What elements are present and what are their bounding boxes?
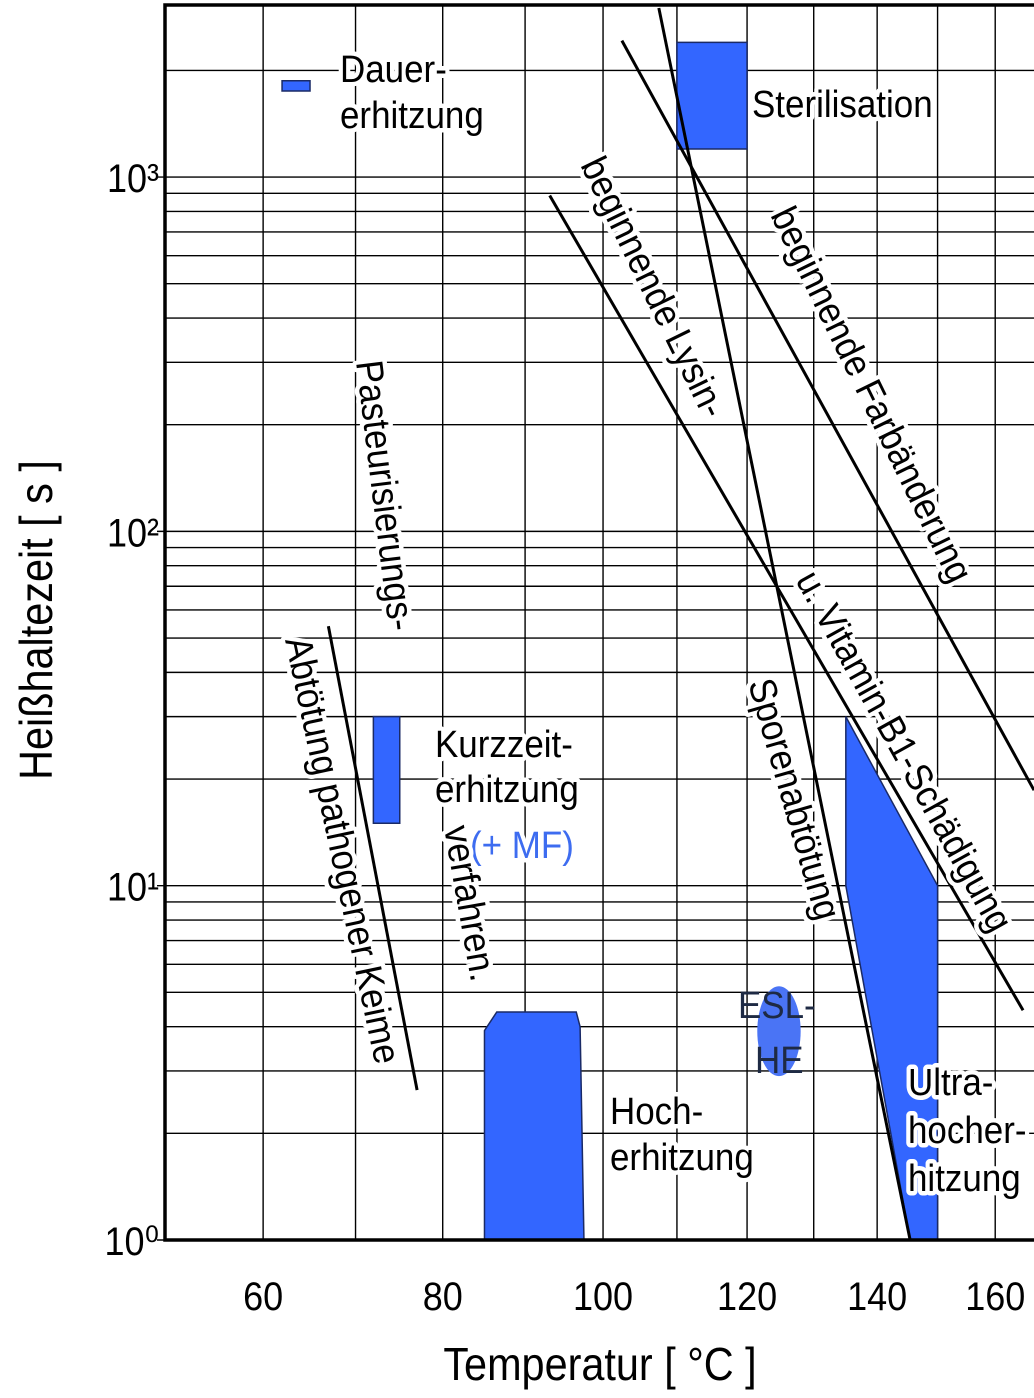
region [372, 715, 401, 825]
line-label: Sporenabtötung [740, 674, 850, 925]
x-tick-label: 140 [847, 1275, 907, 1319]
region [757, 986, 801, 1077]
region [483, 1011, 585, 1240]
x-tick-label: 80 [423, 1275, 463, 1319]
region-label: hocher- [908, 1109, 1027, 1152]
y-tick-label: 10⁰ [105, 1220, 159, 1264]
line [548, 194, 1025, 1012]
y-tick-label: 10³ [107, 157, 159, 201]
region-label: Dauer- [340, 48, 447, 91]
region-label: erhitzung [435, 768, 579, 811]
region-label: hitzung [908, 1157, 1021, 1200]
region [281, 79, 311, 92]
plot-area: 10⁰ 10¹ 10² 10³ 60 80 100 120 140 160 [105, 3, 1034, 1319]
lines [326, 7, 1034, 1240]
line [657, 7, 912, 1240]
annotation: Pasteurisierungs- [348, 358, 423, 633]
y-tick-label: 10² [107, 512, 159, 556]
regions [281, 41, 939, 1240]
region [845, 716, 939, 1240]
line-label: beginnende Lysin- [573, 150, 736, 424]
region-label: Kurzzeit- [435, 723, 573, 766]
line [326, 625, 419, 1091]
region-label: erhitzung [610, 1136, 754, 1179]
region-label: Ultra- [908, 1061, 993, 1104]
line [620, 39, 1034, 791]
region-label: (+ MF) [470, 824, 574, 867]
x-tick-label: 60 [243, 1275, 283, 1319]
x-axis-title: Temperatur [ °C ] [443, 1339, 756, 1391]
x-tick-label: 160 [965, 1275, 1025, 1319]
region-label: erhitzung [340, 94, 484, 137]
region [676, 41, 748, 150]
region-label: HE [755, 1039, 804, 1082]
region-label: Hoch- [610, 1090, 703, 1133]
region-label: ESL- [738, 984, 816, 1027]
line-label: beginnende Farbänderung [763, 200, 982, 589]
y-tick-label: 10¹ [107, 866, 159, 910]
y-axis-title: Heißhaltezeit [ s ] [11, 460, 63, 780]
region-label: Sterilisation [752, 83, 933, 126]
x-tick-label: 100 [573, 1275, 633, 1319]
x-tick-label: 120 [717, 1275, 777, 1319]
axis-frame [163, 3, 1034, 1242]
